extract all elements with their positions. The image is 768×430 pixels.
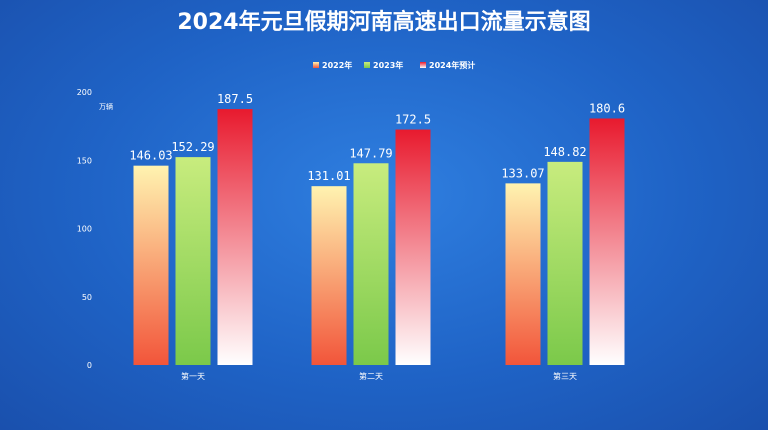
x-axis: 第一天 第二天 第三天	[181, 371, 577, 381]
legend-label: 2024年预计	[429, 60, 475, 70]
y-tick-label: 200	[77, 88, 92, 97]
bars	[133, 109, 625, 365]
legend-label: 2022年	[322, 60, 352, 70]
x-tick-label: 第二天	[359, 371, 383, 381]
y-tick-label: 150	[77, 156, 92, 165]
bar	[395, 129, 431, 365]
legend-swatch	[420, 62, 426, 68]
x-tick-label: 第一天	[181, 371, 205, 381]
x-tick-label: 第三天	[553, 371, 577, 381]
bar	[589, 118, 625, 365]
bar-value-label: 152.29	[171, 140, 214, 154]
legend-label: 2023年	[373, 60, 403, 70]
y-tick-label: 50	[82, 293, 92, 302]
bar-value-label: 133.07	[501, 166, 544, 180]
bar	[353, 163, 389, 365]
bar	[505, 183, 541, 365]
bar-value-label: 187.5	[217, 92, 253, 106]
y-tick-label: 0	[87, 361, 92, 370]
bar	[133, 165, 169, 365]
legend: 2022年 2023年 2024年预计	[313, 60, 475, 70]
bar	[217, 109, 253, 365]
bar	[175, 157, 211, 365]
bar-value-label: 172.5	[395, 113, 431, 127]
bar	[311, 186, 347, 365]
bar-value-label: 180.6	[589, 101, 625, 115]
bar	[547, 161, 583, 365]
bar-value-label: 147.79	[349, 146, 392, 160]
bar-value-label: 146.03	[129, 149, 172, 163]
y-axis-unit: 万辆	[99, 102, 113, 111]
bar-value-label: 148.82	[543, 145, 586, 159]
chart-title: 2024年元旦假期河南高速出口流量示意图	[177, 9, 590, 35]
legend-swatch	[313, 62, 319, 68]
legend-swatch	[364, 62, 370, 68]
y-axis: 0 50 100 150 200	[77, 88, 92, 370]
bar-value-label: 131.01	[307, 169, 350, 183]
y-tick-label: 100	[77, 225, 92, 234]
